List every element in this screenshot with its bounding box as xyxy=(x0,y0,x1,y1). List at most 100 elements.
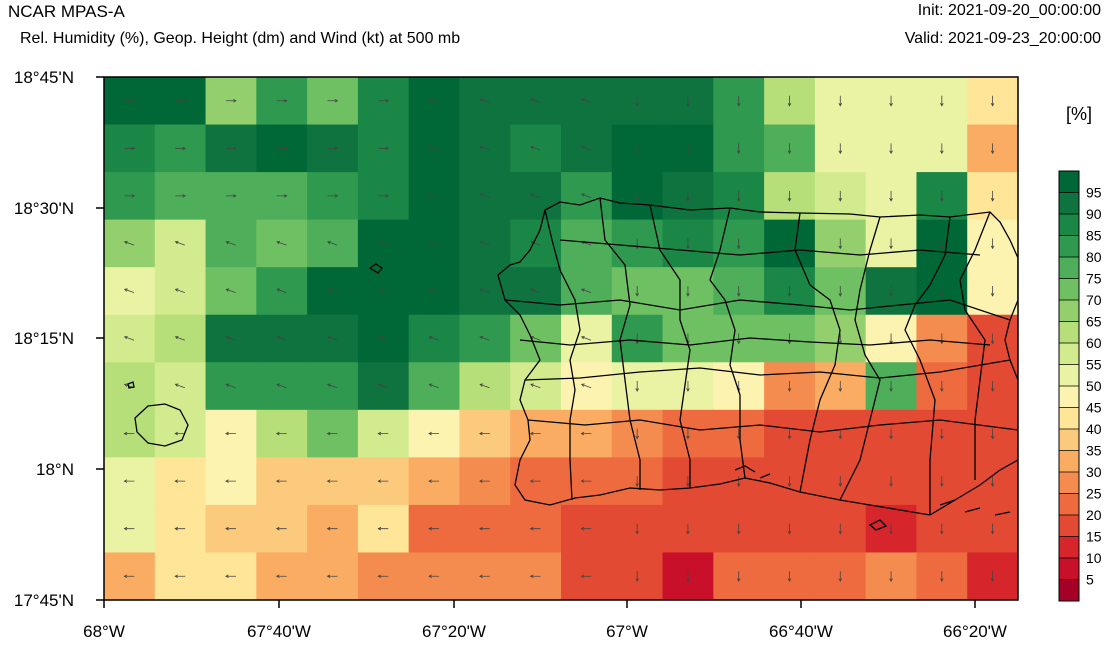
wind-arrow xyxy=(787,333,792,345)
wind-arrow xyxy=(990,476,995,487)
wind-arrow xyxy=(635,143,639,155)
wind-arrow xyxy=(174,383,186,389)
wind-arrow xyxy=(580,335,592,341)
wind-arrow xyxy=(889,381,893,392)
wind-arrow xyxy=(327,335,338,341)
wind-arrow xyxy=(225,479,236,483)
wind-arrow xyxy=(326,479,338,483)
wind-arrow xyxy=(838,523,843,535)
wind-arrow xyxy=(736,238,741,250)
wind-arrow xyxy=(225,194,237,198)
wind-arrow xyxy=(428,288,439,294)
colorbar-swatch xyxy=(1059,171,1079,193)
colorbar-label: 15 xyxy=(1086,529,1102,545)
wind-arrow xyxy=(736,476,741,487)
municipal-line-7 xyxy=(904,216,951,515)
colorbar-swatch xyxy=(1059,450,1079,473)
wind-arrow xyxy=(378,98,390,103)
x-tick-label: 66°40'W xyxy=(769,622,833,641)
wind-arrow xyxy=(787,476,792,487)
wind-arrow xyxy=(635,285,639,297)
wind-arrow xyxy=(530,240,541,246)
wind-arrow xyxy=(580,383,592,389)
wind-arrow xyxy=(276,98,288,103)
wind-arrow xyxy=(889,523,893,535)
wind-arrow xyxy=(736,285,741,297)
caja-de-muertos xyxy=(868,519,888,531)
wind-arrow xyxy=(225,383,236,389)
wind-arrow xyxy=(275,479,287,483)
wind-arrow xyxy=(378,194,390,198)
wind-arrow xyxy=(889,190,893,202)
municipal-line-5 xyxy=(794,212,841,493)
wind-arrow xyxy=(580,431,592,436)
colorbar-swatch xyxy=(1059,472,1079,494)
wind-arrow xyxy=(686,381,690,392)
wind-arrow xyxy=(377,526,389,531)
wind-arrow xyxy=(478,431,490,436)
wind-arrow xyxy=(275,431,287,436)
wind-arrow xyxy=(787,428,792,440)
wind-arrow xyxy=(990,333,995,345)
wind-arrow xyxy=(787,143,792,155)
init-time: Init: 2021-09-20_00:00:00 xyxy=(917,2,1101,19)
wind-arrow xyxy=(940,428,944,440)
wind-arrow xyxy=(940,381,944,392)
wind-arrow xyxy=(377,574,389,579)
wind-arrow xyxy=(225,526,236,531)
wind-arrow xyxy=(479,193,490,198)
wind-arrow xyxy=(326,526,338,531)
wind-arrow xyxy=(580,288,592,294)
wind-arrow xyxy=(940,190,944,202)
wind-arrow xyxy=(175,98,187,103)
model-title: NCAR MPAS-A xyxy=(8,2,125,21)
colorbar-label: 80 xyxy=(1086,249,1102,265)
x-tick-label: 68°W xyxy=(83,622,125,641)
wind-arrow xyxy=(580,98,592,103)
colorbar-swatch xyxy=(1059,278,1079,301)
colorbar-label: 45 xyxy=(1086,400,1102,416)
wind-arrow xyxy=(838,143,843,155)
colorbar-label: 50 xyxy=(1086,378,1102,394)
wind-arrow xyxy=(838,238,843,250)
colorbar-swatch xyxy=(1059,558,1079,580)
wind-arrow xyxy=(428,526,440,531)
wind-arrow xyxy=(686,571,690,583)
wind-arrow xyxy=(530,288,541,294)
wind-arrow xyxy=(225,335,236,341)
x-tick-label: 67°W xyxy=(606,622,648,641)
wind-arrow xyxy=(736,95,741,107)
wind-arrow xyxy=(787,238,792,250)
mona-island xyxy=(134,403,189,447)
colorbar-label: 25 xyxy=(1086,486,1102,502)
wind-arrow xyxy=(990,143,995,155)
wind-arrow xyxy=(686,190,690,202)
wind-arrow xyxy=(327,194,339,198)
colorbar-label: 65 xyxy=(1086,314,1102,330)
municipal-line-3 xyxy=(649,204,691,488)
wind-arrow xyxy=(990,381,995,392)
wind-arrow xyxy=(940,238,944,250)
wind-arrow xyxy=(428,431,440,436)
colorbar-swatch xyxy=(1059,536,1079,559)
wind-arrow xyxy=(225,240,236,246)
wind-arrow xyxy=(889,238,893,250)
colorbar-swatch xyxy=(1059,429,1079,451)
colorbar-swatch xyxy=(1059,364,1079,387)
wind-arrow xyxy=(838,285,843,297)
wind-arrow xyxy=(686,476,690,487)
wind-arrow xyxy=(174,335,186,341)
coastline-boundaries xyxy=(127,197,1018,531)
wind-arrow xyxy=(889,428,893,440)
wind-arrow xyxy=(478,574,490,579)
colorbar-label: 30 xyxy=(1086,464,1102,480)
colorbar-label: 85 xyxy=(1086,228,1102,244)
wind-arrow xyxy=(787,285,792,297)
colorbar-label: 5 xyxy=(1086,572,1094,588)
colorbar-swatch xyxy=(1059,386,1079,408)
municipal-line-11 xyxy=(527,419,1018,433)
valid-time: Valid: 2021-09-23_20:00:00 xyxy=(904,30,1101,47)
monito-island xyxy=(127,381,135,389)
wind-arrow xyxy=(428,193,439,198)
